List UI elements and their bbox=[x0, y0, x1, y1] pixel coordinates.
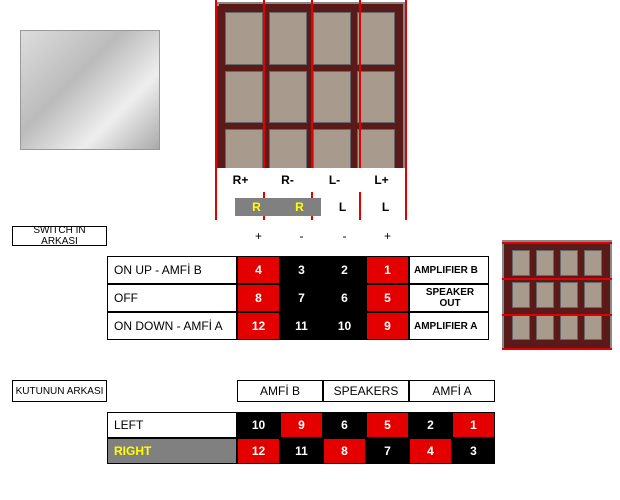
switch-photo-right bbox=[502, 240, 612, 350]
t1-row1-amp: SPEAKER OUT bbox=[409, 284, 489, 312]
t2-r0-c3: 5 bbox=[366, 412, 409, 438]
t1-r1-c0: 8 bbox=[237, 284, 280, 312]
rrll-l1: L bbox=[321, 198, 364, 216]
table2-col-1: SPEAKERS bbox=[323, 380, 409, 402]
t1-r2-c1: 11 bbox=[280, 312, 323, 340]
switch-photo-back: R+ R- L- L+ bbox=[215, 2, 405, 192]
t2-r1-c2: 8 bbox=[323, 438, 366, 464]
sign-1: - bbox=[280, 226, 323, 246]
sign-3: + bbox=[366, 226, 409, 246]
table2-header: KUTUNUN ARKASI bbox=[12, 380, 107, 402]
t2-r1-c4: 4 bbox=[409, 438, 452, 464]
col-label-l-minus: L- bbox=[311, 168, 358, 192]
box-pinout-table: KUTUNUN ARKASI AMFİ B SPEAKERS AMFİ A LE… bbox=[12, 380, 495, 464]
t1-r1-c2: 6 bbox=[323, 284, 366, 312]
t1-r2-c3: 9 bbox=[366, 312, 409, 340]
t2-row1-label: RIGHT bbox=[107, 438, 237, 464]
t1-row0-label: ON UP - AMFİ B bbox=[107, 256, 237, 284]
t1-r0-c0: 4 bbox=[237, 256, 280, 284]
t1-r2-c2: 10 bbox=[323, 312, 366, 340]
col-label-l-plus: L+ bbox=[358, 168, 405, 192]
t2-r1-c3: 7 bbox=[366, 438, 409, 464]
t2-r0-c0: 10 bbox=[237, 412, 280, 438]
t1-r2-c0: 12 bbox=[237, 312, 280, 340]
t2-r0-c1: 9 bbox=[280, 412, 323, 438]
table1-header: SWITCH IN ARKASI bbox=[12, 226, 107, 246]
t1-r1-c1: 7 bbox=[280, 284, 323, 312]
rrll-r2: R bbox=[278, 198, 321, 216]
sign-0: + bbox=[237, 226, 280, 246]
t1-r0-c2: 2 bbox=[323, 256, 366, 284]
t2-r1-c0: 12 bbox=[237, 438, 280, 464]
switch-photo-side bbox=[20, 30, 160, 150]
table2-col-0: AMFİ B bbox=[237, 380, 323, 402]
t1-r1-c3: 5 bbox=[366, 284, 409, 312]
t1-row0-amp: AMPLIFIER B bbox=[409, 256, 489, 284]
table2-col-2: AMFİ A bbox=[409, 380, 495, 402]
t1-r0-c3: 1 bbox=[366, 256, 409, 284]
t1-row2-amp: AMPLIFIER A bbox=[409, 312, 489, 340]
rrll-strip: R R L L bbox=[235, 198, 407, 216]
rrll-l2: L bbox=[364, 198, 407, 216]
t1-row1-label: OFF bbox=[107, 284, 237, 312]
t1-r0-c1: 3 bbox=[280, 256, 323, 284]
col-label-r-plus: R+ bbox=[217, 168, 264, 192]
t2-r1-c1: 11 bbox=[280, 438, 323, 464]
switch-pinout-table: SWITCH IN ARKASI + - - + ON UP - AMFİ B4… bbox=[12, 226, 489, 340]
t2-r0-c2: 6 bbox=[323, 412, 366, 438]
t2-r0-c4: 2 bbox=[409, 412, 452, 438]
sign-2: - bbox=[323, 226, 366, 246]
t2-row0-label: LEFT bbox=[107, 412, 237, 438]
rrll-r1: R bbox=[235, 198, 278, 216]
t2-r0-c5: 1 bbox=[452, 412, 495, 438]
t1-row2-label: ON DOWN - AMFİ A bbox=[107, 312, 237, 340]
col-label-r-minus: R- bbox=[264, 168, 311, 192]
t2-r1-c5: 3 bbox=[452, 438, 495, 464]
